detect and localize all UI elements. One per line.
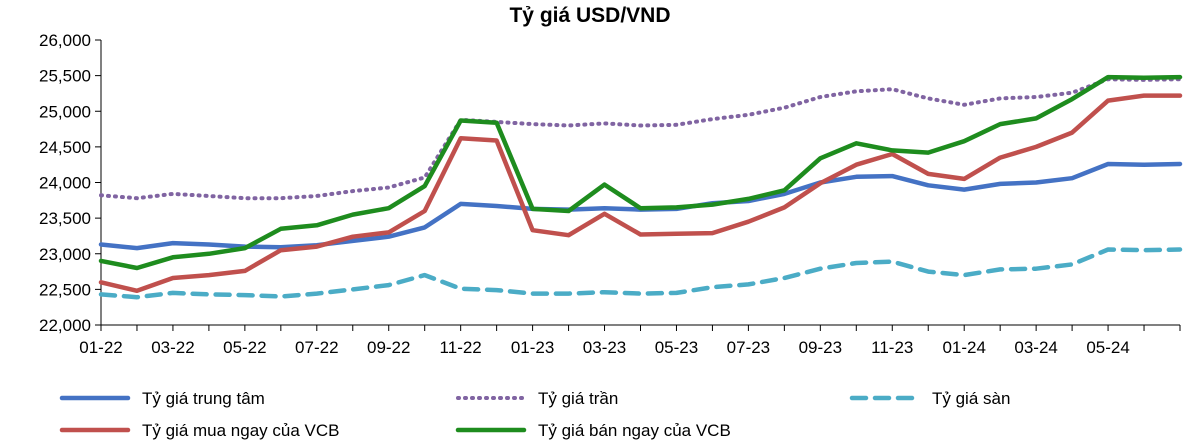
x-tick-label: 11-23 — [871, 338, 913, 357]
x-tick-label: 09-23 — [799, 338, 842, 357]
series-line-2 — [99, 77, 1182, 201]
chart-title: Tỷ giá USD/VND — [509, 4, 671, 27]
y-tick-label: 24,500 — [39, 138, 91, 157]
y-tick-label: 24,000 — [39, 174, 91, 193]
x-tick-label: 05-23 — [655, 338, 698, 357]
chart-series — [98, 74, 1183, 300]
x-tick-label: 01-23 — [511, 338, 554, 357]
y-tick-label: 22,500 — [39, 280, 91, 299]
series-line-4 — [98, 93, 1183, 294]
x-tick-label: 05-24 — [1086, 338, 1129, 357]
x-tick-label: 11-22 — [440, 338, 482, 357]
y-tick-label: 22,000 — [39, 316, 91, 335]
x-tick-label: 03-23 — [583, 338, 626, 357]
x-tick-label: 01-22 — [79, 338, 122, 357]
series-line-5 — [98, 74, 1183, 271]
y-tick-label: 25,500 — [39, 67, 91, 86]
x-tick-label: 07-23 — [727, 338, 770, 357]
legend-label-4: Tỷ giá mua ngay của VCB — [142, 421, 339, 440]
x-tick-label: 07-22 — [295, 338, 338, 357]
y-tick-label: 23,500 — [39, 209, 91, 228]
x-tick-label: 09-22 — [367, 338, 410, 357]
series-line-3 — [98, 247, 1183, 300]
y-tick-label: 26,000 — [39, 31, 91, 50]
chart-legend: Tỷ giá trung tâm Tỷ giá trần Tỷ giá sàn Tỷ … — [59, 389, 1010, 440]
y-tick-label: 23,000 — [39, 245, 91, 264]
chart-axes: 22,000 22,500 23,000 23,500 24,000 24,500 25,0… — [39, 31, 1181, 357]
x-tick-label: 01-24 — [942, 338, 985, 357]
x-tick-label: 05-22 — [223, 338, 266, 357]
x-tick-label: 03-22 — [151, 338, 194, 357]
legend-label-3: Tỷ giá sàn — [932, 389, 1010, 408]
x-tick-label: 03-24 — [1014, 338, 1057, 357]
legend-label-1: Tỷ giá trung tâm — [142, 389, 265, 408]
legend-label-5: Tỷ giá bán ngay của VCB — [538, 421, 731, 440]
y-tick-label: 25,000 — [39, 102, 91, 121]
legend-label-2: Tỷ giá trần — [538, 389, 618, 408]
